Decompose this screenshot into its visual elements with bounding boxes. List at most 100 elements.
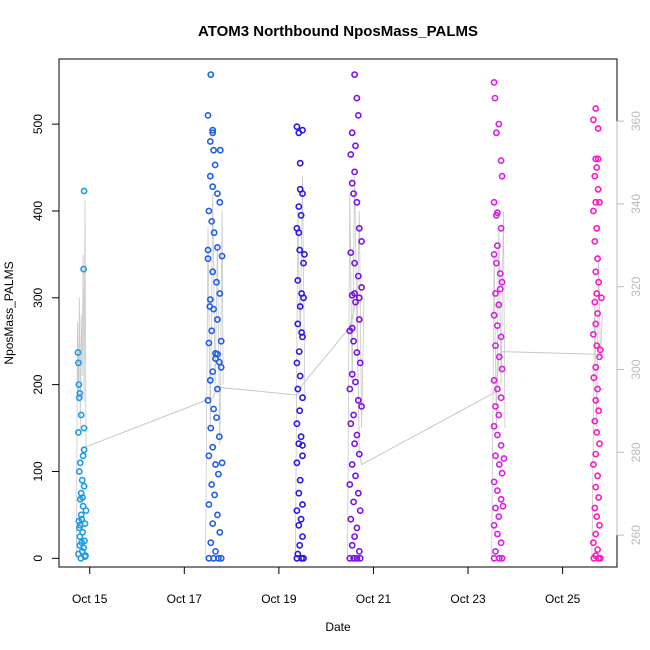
data-point xyxy=(218,252,226,260)
data-point xyxy=(492,342,499,349)
data-point xyxy=(76,541,84,549)
data-point xyxy=(597,346,604,354)
x-tick-label: Oct 19 xyxy=(261,592,297,606)
data-point xyxy=(293,554,301,562)
data-point xyxy=(498,172,506,180)
data-point xyxy=(497,495,505,503)
data-point xyxy=(493,487,501,494)
data-point xyxy=(205,339,213,347)
data-point xyxy=(218,459,226,467)
data-point xyxy=(498,469,506,477)
data-point xyxy=(346,481,354,488)
data-point xyxy=(354,112,362,119)
data-point xyxy=(209,520,217,527)
data-point xyxy=(592,396,600,404)
y-tick-label: 500 xyxy=(31,114,45,134)
data-point xyxy=(210,229,218,237)
data-point xyxy=(207,539,215,547)
data-point xyxy=(593,428,601,436)
data-point xyxy=(206,296,214,303)
data-point xyxy=(75,428,82,436)
data-point xyxy=(351,168,358,176)
data-point xyxy=(592,483,600,491)
data-point xyxy=(213,190,221,197)
data-point xyxy=(76,389,84,397)
data-point xyxy=(593,164,601,171)
secondary-line xyxy=(84,297,596,466)
data-point xyxy=(75,468,83,475)
data-point xyxy=(590,330,597,338)
data-point xyxy=(216,198,224,206)
data-point xyxy=(295,229,303,237)
data-point xyxy=(296,246,304,254)
series-line-layer xyxy=(76,176,603,559)
data-point xyxy=(493,431,501,439)
data-point xyxy=(76,459,84,467)
data-point xyxy=(594,255,601,263)
data-point xyxy=(351,71,358,78)
data-point xyxy=(208,217,216,225)
data-point xyxy=(348,370,356,378)
data-point xyxy=(358,283,365,291)
data-point xyxy=(76,533,84,540)
data-point xyxy=(215,433,223,441)
x-axis: Oct 15 Oct 17 Oct 19 Oct 21 Oct 23 Oct 25 xyxy=(72,566,581,606)
y-axis: 0 100 200 300 400 500 xyxy=(31,114,60,562)
data-point xyxy=(353,349,361,356)
data-point xyxy=(490,521,498,529)
data-point xyxy=(348,541,356,549)
y2-tick-label: 360 xyxy=(629,111,643,131)
data-point xyxy=(498,554,506,562)
data-point xyxy=(592,198,600,206)
data-point xyxy=(594,125,602,132)
data-point xyxy=(82,507,90,514)
data-point xyxy=(598,294,605,302)
data-point xyxy=(351,440,358,448)
data-point xyxy=(354,489,362,497)
data-point xyxy=(497,394,505,402)
data-point xyxy=(81,520,89,527)
data-point xyxy=(296,372,304,380)
data-point xyxy=(213,278,220,286)
data-point xyxy=(591,417,599,425)
data-point xyxy=(75,359,82,367)
data-point xyxy=(596,440,603,448)
data-point xyxy=(354,396,362,404)
data-point xyxy=(594,155,602,163)
data-point xyxy=(356,359,364,367)
data-point xyxy=(208,481,216,488)
data-point xyxy=(490,422,498,430)
data-point xyxy=(216,528,224,536)
data-point xyxy=(205,207,213,215)
y2-tick-label: 340 xyxy=(629,194,643,214)
data-point xyxy=(496,285,504,293)
data-point xyxy=(293,420,301,428)
data-point xyxy=(490,376,498,384)
data-point xyxy=(79,502,87,510)
data-point xyxy=(594,546,601,553)
data-point xyxy=(216,146,224,154)
data-point xyxy=(204,112,212,119)
data-point xyxy=(206,138,214,145)
data-point xyxy=(351,290,358,297)
data-point xyxy=(217,554,225,562)
data-point xyxy=(497,539,505,547)
data-point xyxy=(498,365,506,373)
data-point xyxy=(296,303,304,310)
data-point xyxy=(80,446,88,454)
data-point xyxy=(293,507,301,514)
data-point xyxy=(209,126,217,134)
data-point xyxy=(80,265,87,273)
data-point xyxy=(213,385,221,393)
data-point xyxy=(217,363,225,371)
data-point xyxy=(295,489,303,497)
data-point xyxy=(294,385,302,393)
data-point xyxy=(596,353,603,361)
data-point xyxy=(297,515,305,523)
data-point xyxy=(204,255,212,263)
data-point xyxy=(350,337,357,345)
data-point xyxy=(595,407,602,415)
data-point xyxy=(78,515,86,523)
data-point xyxy=(356,507,364,514)
x-tick-label: Oct 23 xyxy=(450,592,486,606)
